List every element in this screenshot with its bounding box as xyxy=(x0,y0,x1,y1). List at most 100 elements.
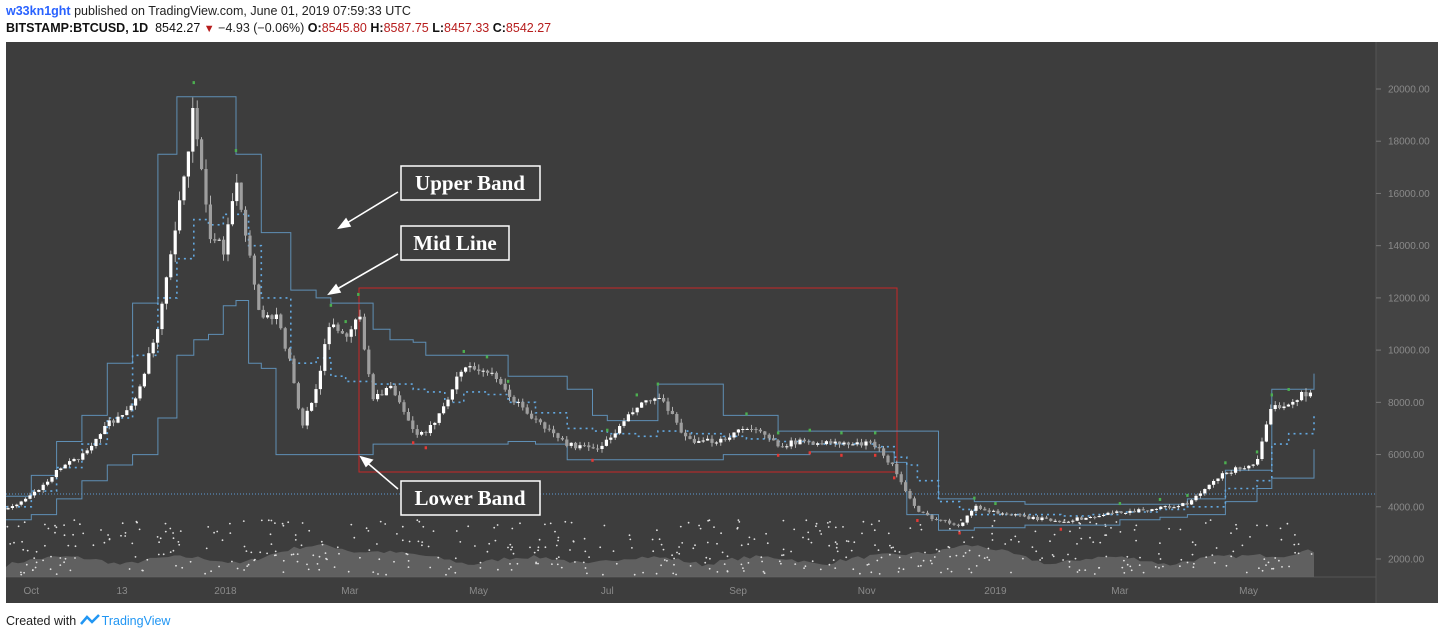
volume-dot xyxy=(1069,530,1071,533)
volume-dot xyxy=(72,533,74,536)
symbol-line: BITSTAMP:BTCUSD, 1D 8542.27 ▼ −4.93 (−0.… xyxy=(6,21,551,35)
volume-dot xyxy=(705,556,708,559)
time-tick-label: Jul xyxy=(601,586,614,597)
volume-dot xyxy=(1022,557,1024,560)
candle-body xyxy=(147,353,151,374)
volume-dot xyxy=(987,547,990,550)
time-axis[interactable] xyxy=(6,577,1376,603)
volume-dot xyxy=(866,564,869,566)
candle-body xyxy=(15,504,19,507)
price-tick-label: 14000.00 xyxy=(1388,241,1430,252)
volume-dot xyxy=(493,526,496,529)
volume-dot xyxy=(353,536,356,539)
volume-dot xyxy=(586,572,588,575)
volume-dot xyxy=(1010,571,1012,574)
volume-dot xyxy=(919,524,922,526)
candle-body xyxy=(811,441,815,445)
candle-body xyxy=(186,151,190,177)
volume-dot xyxy=(448,568,450,570)
candle-body xyxy=(437,413,441,423)
candle-body xyxy=(930,515,934,519)
volume-dot xyxy=(819,568,822,571)
volume-dot xyxy=(781,554,783,557)
volume-dot xyxy=(986,556,989,559)
volume-dot xyxy=(583,537,586,540)
tradingview-logo-icon[interactable] xyxy=(79,614,102,626)
price-axis[interactable] xyxy=(1376,42,1438,603)
volume-dots xyxy=(6,519,1313,576)
volume-dot xyxy=(44,544,46,547)
candle-body xyxy=(543,422,547,429)
volume-dot xyxy=(1133,529,1136,531)
low-value: 8457.33 xyxy=(444,21,490,35)
volume-dot xyxy=(1089,536,1091,539)
volume-dot xyxy=(537,562,539,565)
low-label: L: xyxy=(432,21,445,35)
down-signal-marker xyxy=(916,518,919,522)
volume-dot xyxy=(1235,527,1238,530)
volume-dot xyxy=(1256,524,1258,527)
volume-dot xyxy=(1278,559,1280,562)
volume-dot xyxy=(988,559,991,561)
volume-dot xyxy=(74,557,76,559)
highlight-range-box[interactable] xyxy=(358,287,898,473)
volume-dot xyxy=(55,573,58,575)
volume-dot xyxy=(107,534,109,536)
candle-body xyxy=(24,498,28,502)
volume-dot xyxy=(549,522,552,525)
candle-body xyxy=(750,429,754,430)
volume-dot xyxy=(835,546,838,549)
volume-dot xyxy=(365,527,368,530)
volume-dot xyxy=(743,570,745,572)
candle-body xyxy=(948,520,952,524)
volume-dot xyxy=(1266,524,1268,527)
volume-dot xyxy=(136,521,138,524)
volume-dot xyxy=(631,547,633,549)
candle-body xyxy=(411,420,415,429)
volume-dot xyxy=(716,571,719,573)
price-chart[interactable]: 20000.00 18000.00 16000.00 14000.00 12000.00… xyxy=(6,42,1438,603)
volume-dot xyxy=(164,530,167,533)
candle-body xyxy=(679,422,683,433)
candle-body xyxy=(1282,406,1286,409)
candle-body xyxy=(1242,468,1246,470)
candle-body xyxy=(868,441,872,443)
volume-dot xyxy=(350,523,353,526)
candle-body xyxy=(63,464,67,469)
volume-dot xyxy=(642,571,644,574)
volume-dot xyxy=(723,563,726,565)
volume-dot xyxy=(873,529,876,532)
tradingview-brand[interactable]: TradingView xyxy=(101,614,171,628)
candle-body xyxy=(1146,510,1150,512)
volume-dot xyxy=(1017,540,1020,543)
candle-body xyxy=(336,324,340,331)
up-signal-marker xyxy=(462,349,465,353)
annotation-lower-band-label: Lower Band xyxy=(414,486,525,510)
volume-dot xyxy=(407,560,410,562)
volume-dot xyxy=(479,567,482,569)
volume-dot xyxy=(445,573,447,576)
volume-dot xyxy=(1294,551,1296,554)
candle-body xyxy=(697,441,701,443)
candle-body xyxy=(72,459,76,462)
candle-body xyxy=(1119,511,1123,513)
volume-dot xyxy=(805,519,808,522)
time-tick-label: 2019 xyxy=(984,586,1007,597)
up-signal-marker xyxy=(994,502,997,506)
time-tick-label: Sep xyxy=(729,586,747,597)
volume-dot xyxy=(108,538,111,541)
volume-dot xyxy=(120,534,122,537)
candle-body xyxy=(890,462,894,465)
volume-dot xyxy=(1272,567,1275,570)
candle-body xyxy=(560,437,564,440)
volume-dot xyxy=(494,539,497,542)
volume-dot xyxy=(1230,555,1233,558)
volume-dot xyxy=(367,530,370,532)
author-link[interactable]: w33kn1ght xyxy=(6,4,71,18)
volume-dot xyxy=(437,556,440,559)
volume-dot xyxy=(898,551,901,553)
volume-dot xyxy=(832,559,835,561)
candle-body xyxy=(908,491,912,499)
volume-dot xyxy=(421,541,424,543)
volume-dot xyxy=(1126,563,1129,566)
